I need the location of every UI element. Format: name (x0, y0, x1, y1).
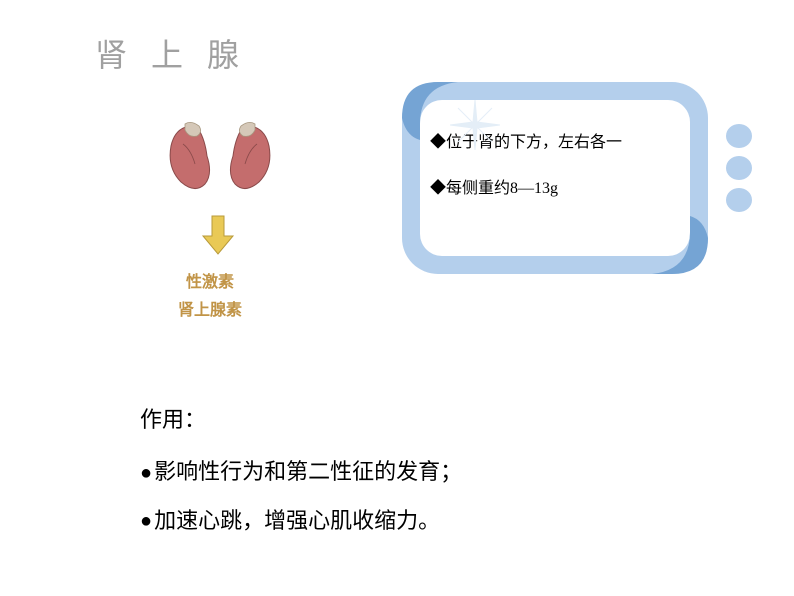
dot-icon (726, 124, 752, 148)
effect-text-2: 加速心跳，增强心肌收缩力。 (154, 497, 440, 545)
info-panel: ◆位于肾的下方，左右各一 ◆每侧重约8—13g (400, 80, 710, 276)
effects-heading: 作用： (140, 396, 462, 444)
bullet-icon: ● (140, 451, 152, 495)
page-title: 肾 上 腺 (95, 30, 247, 76)
dot-icon (726, 156, 752, 180)
effect-item-1: ● 影响性行为和第二性征的发育； (140, 448, 462, 496)
dot-icon (726, 188, 752, 212)
bullet-icon: ● (140, 499, 152, 543)
hormone-label-1: 性激素 (186, 268, 234, 292)
effects-section: 作用： ● 影响性行为和第二性征的发育； ● 加速心跳，增强心肌收缩力。 (140, 396, 462, 545)
down-arrow-icon (201, 214, 235, 256)
kidney-illustration (155, 116, 285, 200)
sparkle-icon (450, 100, 500, 150)
decorative-dots (726, 124, 752, 220)
info-line-2: ◆每侧重约8—13g (430, 176, 680, 202)
effect-text-1: 影响性行为和第二性征的发育； (154, 448, 462, 496)
effect-item-2: ● 加速心跳，增强心肌收缩力。 (140, 497, 462, 545)
hormone-label-2: 肾上腺素 (178, 296, 242, 320)
